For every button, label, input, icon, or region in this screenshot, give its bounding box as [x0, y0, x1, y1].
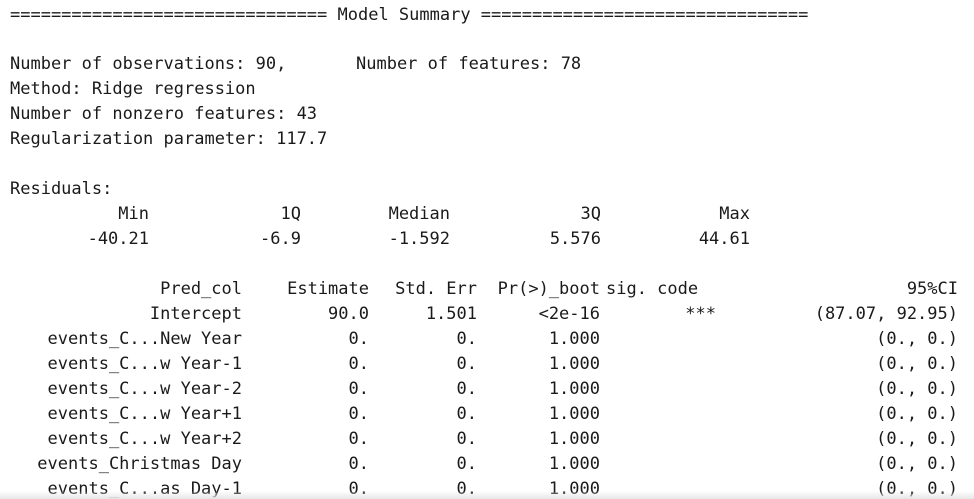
cell-ci: (0., 0.) — [876, 329, 958, 349]
cell-pred-col: events_C...w Year+2 — [47, 429, 242, 449]
cell-estimate: 0. — [348, 404, 369, 424]
cell-std-err: 1.501 — [425, 304, 477, 324]
features-count: Number of features: 78 — [356, 54, 582, 74]
cell-estimate: 0. — [348, 329, 369, 349]
col-header-sig-code: sig. code — [606, 279, 699, 299]
cell-pr-boot: 1.000 — [548, 429, 600, 449]
cell-ci: (0., 0.) — [876, 404, 958, 424]
residual-value-min: -40.21 — [87, 229, 149, 249]
cell-pred-col: Intercept — [149, 304, 242, 324]
method-line: Method: Ridge regression — [10, 79, 256, 99]
bottom-edge-shadow — [0, 491, 974, 499]
cell-pred-col: events_C...w Year+1 — [47, 404, 242, 424]
cell-std-err: 0. — [456, 429, 477, 449]
cell-pred-col: events_C...w Year-2 — [47, 379, 242, 399]
model-summary-header: =============================== Model Su… — [10, 5, 809, 25]
residual-value-1q: -6.9 — [260, 229, 301, 249]
col-header-pr-boot: Pr(>)_boot — [497, 279, 600, 299]
cell-pr-boot: 1.000 — [548, 354, 600, 374]
cell-sig-code: *** — [685, 304, 716, 324]
residual-value-3q: 5.576 — [549, 229, 601, 249]
cell-estimate: 0. — [348, 429, 369, 449]
residual-header-3q: 3Q — [580, 204, 601, 224]
residual-header-max: Max — [719, 204, 750, 224]
residual-header-min: Min — [118, 204, 149, 224]
col-header-estimate: Estimate — [287, 279, 369, 299]
cell-ci: (0., 0.) — [876, 354, 958, 374]
residual-value-max: 44.61 — [698, 229, 750, 249]
residual-value-median: -1.592 — [388, 229, 450, 249]
cell-ci: (87.07, 92.95) — [814, 304, 958, 324]
regularization-line: Regularization parameter: 117.7 — [10, 129, 328, 149]
cell-ci: (0., 0.) — [876, 379, 958, 399]
col-header-pred-col: Pred_col — [160, 279, 242, 299]
cell-std-err: 0. — [456, 379, 477, 399]
residuals-label: Residuals: — [10, 179, 113, 199]
nonzero-features-line: Number of nonzero features: 43 — [10, 104, 318, 124]
cell-std-err: 0. — [456, 329, 477, 349]
residual-header-median: Median — [388, 204, 450, 224]
cell-pr-boot: 1.000 — [548, 329, 600, 349]
cell-estimate: 0. — [348, 379, 369, 399]
cell-pred-col: events_Christmas Day — [37, 454, 242, 474]
cell-estimate: 0. — [348, 354, 369, 374]
cell-estimate: 0. — [348, 454, 369, 474]
col-header-ci: 95%CI — [906, 279, 958, 299]
cell-pr-boot: 1.000 — [548, 454, 600, 474]
cell-std-err: 0. — [456, 404, 477, 424]
residual-header-1q: 1Q — [280, 204, 301, 224]
cell-ci: (0., 0.) — [876, 454, 958, 474]
cell-pr-boot: 1.000 — [548, 404, 600, 424]
cell-pr-boot: <2e-16 — [538, 304, 600, 324]
cell-pred-col: events_C...w Year-1 — [47, 354, 242, 374]
cell-ci: (0., 0.) — [876, 429, 958, 449]
cell-std-err: 0. — [456, 454, 477, 474]
cell-estimate: 90.0 — [328, 304, 369, 324]
col-header-std-err: Std. Err — [395, 279, 477, 299]
cell-pred-col: events_C...New Year — [47, 329, 242, 349]
cell-pr-boot: 1.000 — [548, 379, 600, 399]
observations-count: Number of observations: 90, — [10, 54, 287, 74]
cell-std-err: 0. — [456, 354, 477, 374]
